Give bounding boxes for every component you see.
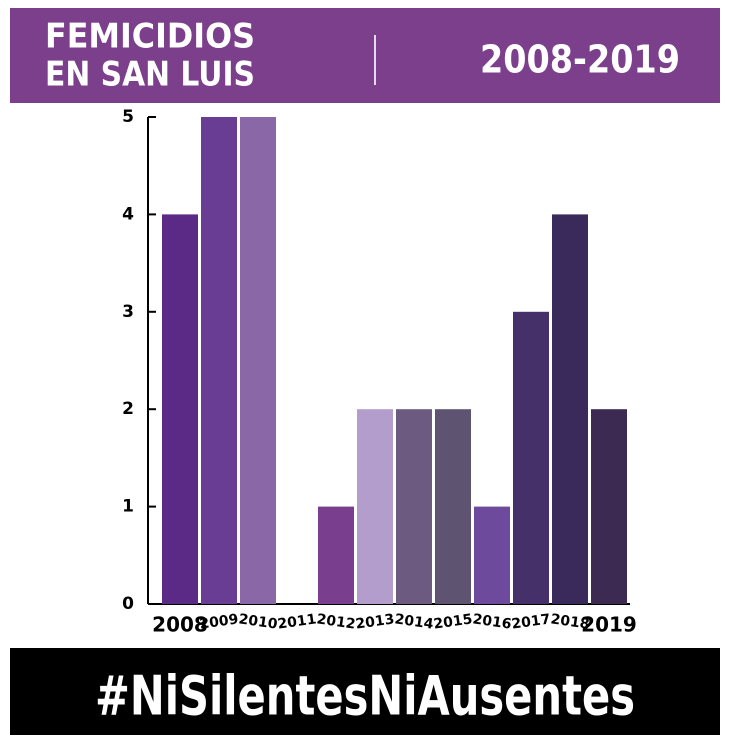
bar bbox=[552, 214, 588, 604]
chart-title: EN SAN LUIS bbox=[45, 55, 255, 95]
chart-title: FEMICIDIOS bbox=[45, 17, 255, 57]
x-tick-label: 2011 bbox=[277, 611, 318, 632]
bar bbox=[396, 409, 432, 604]
chart-subtitle: 2008-2019 bbox=[480, 38, 680, 82]
y-tick-label: 3 bbox=[122, 302, 134, 322]
x-tick-label: 2014 bbox=[394, 611, 435, 632]
y-tick-label: 4 bbox=[122, 204, 134, 224]
bar bbox=[240, 117, 276, 604]
bar bbox=[318, 506, 354, 604]
x-tick-label: 2013 bbox=[355, 611, 396, 632]
x-tick-label: 2016 bbox=[472, 611, 513, 632]
x-tick-label: 2018 bbox=[550, 611, 591, 632]
bar bbox=[201, 117, 237, 604]
bar bbox=[435, 409, 471, 604]
x-tick-label: 2015 bbox=[433, 611, 474, 632]
bar bbox=[474, 506, 510, 604]
x-tick-label: 2010 bbox=[238, 611, 279, 632]
bar bbox=[357, 409, 393, 604]
bar bbox=[591, 409, 627, 604]
y-tick-label: 2 bbox=[122, 399, 134, 419]
footer-band bbox=[10, 648, 720, 735]
x-tick-label: 2017 bbox=[511, 611, 552, 632]
x-tick-label: 2019 bbox=[581, 613, 637, 637]
header-band bbox=[10, 8, 720, 103]
y-tick-label: 1 bbox=[122, 497, 134, 517]
bar bbox=[162, 214, 198, 604]
y-tick-label: 5 bbox=[122, 107, 134, 127]
y-tick-label: 0 bbox=[122, 594, 134, 614]
bar bbox=[513, 311, 549, 604]
x-tick-label: 2012 bbox=[316, 611, 357, 632]
x-tick-label: 2009 bbox=[199, 611, 240, 632]
x-tick-label: 2008 bbox=[152, 613, 208, 637]
hashtag: #NiSilentesNiAusentes bbox=[95, 665, 635, 728]
